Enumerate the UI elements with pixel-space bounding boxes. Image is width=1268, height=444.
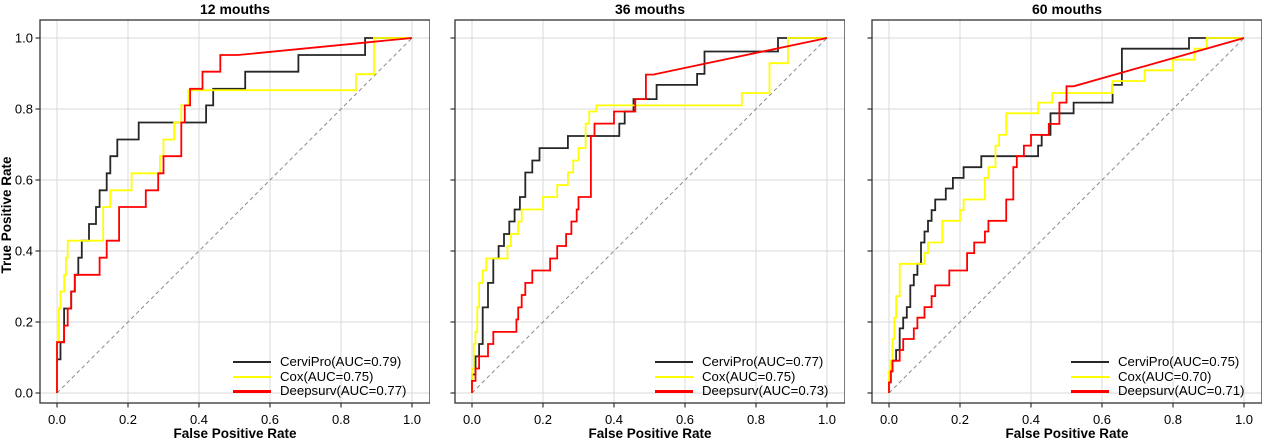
- x-tick-label: 0.6: [676, 412, 694, 427]
- legend-item-cervipro: CerviPro(AUC=0.75): [1071, 354, 1244, 370]
- legend-label-cox: Cox(AUC=0.70): [1118, 368, 1212, 384]
- panel-border: [39, 19, 430, 404]
- legend-label-deepsurv: Deepsurv(AUC=0.77): [280, 383, 407, 399]
- roc-curve-deepsurv: [56, 37, 413, 393]
- legend-item-cox: Cox(AUC=0.75): [655, 368, 828, 385]
- legend-line-cox-icon: [655, 375, 693, 378]
- x-tick-label: 0.0: [48, 412, 66, 427]
- x-tick-label: 0.4: [190, 412, 208, 427]
- legend-label-cox: Cox(AUC=0.75): [280, 368, 374, 384]
- x-tick-label: 0.2: [951, 412, 969, 427]
- roc-curve-cervipro: [888, 37, 1244, 393]
- y-tick-label: 0.4: [15, 244, 33, 259]
- legend-item-cox: Cox(AUC=0.70): [1071, 368, 1244, 385]
- roc-curve-cervipro: [471, 37, 827, 393]
- panel-title-60-mouths: 60 mouths: [1031, 1, 1102, 17]
- x-tick-label: 1.0: [1235, 412, 1253, 427]
- roc-panel-svg-0: 0.0 0.2 0.4 0.6 0.8 1.0 0.0 0.2 0.4 0.6 0.8 1.0: [15, 19, 430, 427]
- x-axis-title-1: False Positive Rate: [173, 426, 297, 441]
- legend-line-cervipro-icon: [1071, 361, 1109, 364]
- roc-curve-cox: [56, 37, 412, 393]
- legend-label-cervipro: CerviPro(AUC=0.77): [702, 354, 824, 369]
- legend-label-deepsurv: Deepsurv(AUC=0.71): [1118, 383, 1245, 399]
- legend-panel-3: CerviPro(AUC=0.75) Cox(AUC=0.70) Deepsur…: [1071, 354, 1244, 399]
- legend-label-cervipro: CerviPro(AUC=0.75): [1118, 354, 1240, 369]
- legend-item-deepsurv: Deepsurv(AUC=0.71): [1071, 384, 1244, 399]
- panel-title-36-mouths: 36 mouths: [614, 1, 685, 17]
- x-tick-label: 0.4: [605, 412, 623, 427]
- x-tick-label: 0.0: [880, 412, 898, 427]
- legend-panel-1: CerviPro(AUC=0.79) Cox(AUC=0.75) Deepsur…: [233, 354, 406, 399]
- x-tick-label: 0.8: [332, 412, 350, 427]
- y-tick-label: 0.0: [15, 386, 33, 401]
- legend-label-cox: Cox(AUC=0.75): [702, 368, 796, 384]
- y-tick-label: 0.6: [15, 173, 33, 188]
- legend-label-deepsurv: Deepsurv(AUC=0.73): [702, 383, 829, 399]
- legend-item-cox: Cox(AUC=0.75): [233, 368, 406, 385]
- x-tick-label: 0.8: [1164, 412, 1182, 427]
- legend-item-deepsurv: Deepsurv(AUC=0.73): [655, 384, 828, 399]
- x-axis-title-3: False Positive Rate: [1005, 426, 1129, 441]
- roc-curve-deepsurv: [888, 37, 1245, 393]
- panel-title-12-mouths: 12 mouths: [199, 1, 270, 17]
- legend-line-deepsurv-icon: [233, 390, 271, 393]
- roc-curve-cox: [888, 37, 1244, 393]
- x-tick-label: 0.6: [1093, 412, 1111, 427]
- x-axis-title-2: False Positive Rate: [588, 426, 712, 441]
- roc-curve-cox: [471, 37, 827, 393]
- legend-panel-2: CerviPro(AUC=0.77) Cox(AUC=0.75) Deepsur…: [655, 354, 828, 399]
- diagonal-reference-line: [56, 37, 413, 394]
- legend-item-cervipro: CerviPro(AUC=0.79): [233, 354, 406, 370]
- diagonal-reference-line: [471, 37, 828, 394]
- x-tick-label: 0.6: [261, 412, 279, 427]
- panel-border: [454, 19, 845, 404]
- legend-line-cox-icon: [233, 375, 271, 378]
- legend-line-cervipro-icon: [233, 361, 271, 364]
- legend-label-cervipro: CerviPro(AUC=0.79): [280, 354, 402, 369]
- roc-panel-svg-2: 0.0 0.2 0.4 0.6 0.8 1.0: [867, 19, 1262, 427]
- x-tick-label: 0.2: [534, 412, 552, 427]
- legend-line-cox-icon: [1071, 375, 1109, 378]
- panel-border: [871, 19, 1262, 404]
- x-tick-label: 1.0: [818, 412, 836, 427]
- roc-panel-svg-1: 0.0 0.2 0.4 0.6 0.8 1.0: [450, 19, 845, 427]
- y-tick-label: 0.2: [15, 315, 33, 330]
- roc-curve-cervipro: [56, 37, 412, 393]
- legend-line-deepsurv-icon: [1071, 390, 1109, 393]
- x-tick-label: 0.2: [119, 412, 137, 427]
- y-tick-label: 1.0: [15, 31, 33, 46]
- x-tick-label: 0.4: [1022, 412, 1040, 427]
- legend-line-cervipro-icon: [655, 361, 693, 364]
- x-tick-label: 1.0: [403, 412, 421, 427]
- legend-item-cervipro: CerviPro(AUC=0.77): [655, 354, 828, 370]
- x-tick-label: 0.8: [747, 412, 765, 427]
- x-tick-label: 0.0: [463, 412, 481, 427]
- roc-curve-deepsurv: [471, 37, 828, 393]
- legend-item-deepsurv: Deepsurv(AUC=0.77): [233, 384, 406, 399]
- y-tick-label: 0.8: [15, 102, 33, 117]
- legend-line-deepsurv-icon: [655, 390, 693, 393]
